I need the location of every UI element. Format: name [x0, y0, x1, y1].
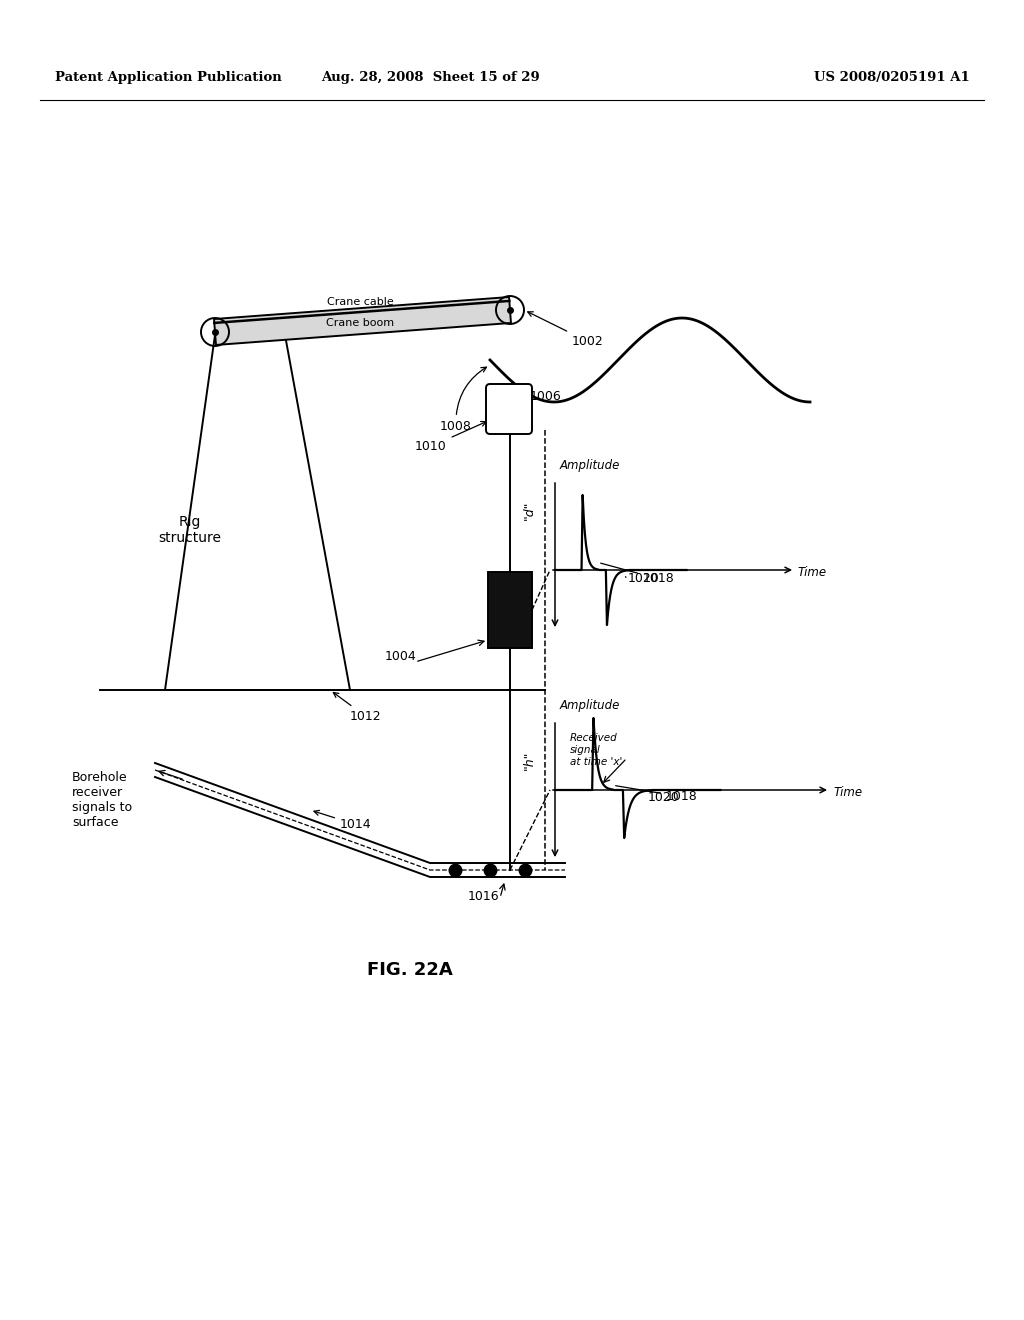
Text: Time: Time	[798, 565, 827, 578]
Text: Borehole
receiver
signals to
surface: Borehole receiver signals to surface	[72, 771, 132, 829]
Text: 1008: 1008	[440, 367, 486, 433]
Text: Amplitude: Amplitude	[560, 700, 621, 711]
Text: Amplitude: Amplitude	[560, 459, 621, 473]
Text: 1016: 1016	[468, 890, 500, 903]
Text: Crane boom: Crane boom	[326, 318, 394, 327]
Text: 1006: 1006	[530, 389, 562, 403]
Text: FIG. 22A: FIG. 22A	[368, 961, 453, 979]
Text: Crane cable: Crane cable	[327, 297, 393, 308]
Text: 1004: 1004	[385, 649, 417, 663]
Text: 1018: 1018	[601, 564, 675, 586]
Bar	[488, 572, 532, 648]
FancyBboxPatch shape	[486, 384, 532, 434]
Text: 1010: 1010	[415, 421, 486, 453]
Text: Time: Time	[833, 785, 862, 799]
Text: 1020: 1020	[628, 572, 659, 585]
Text: Aug. 28, 2008  Sheet 15 of 29: Aug. 28, 2008 Sheet 15 of 29	[321, 71, 540, 84]
Text: US 2008/0205191 A1: US 2008/0205191 A1	[814, 71, 970, 84]
Text: 1018: 1018	[615, 785, 697, 804]
Text: Rig
structure: Rig structure	[159, 515, 221, 545]
Text: 1020: 1020	[647, 791, 679, 804]
Text: 1012: 1012	[334, 693, 382, 723]
Text: "d": "d"	[523, 500, 536, 520]
Text: Received
signal
at time 'x': Received signal at time 'x'	[570, 734, 623, 767]
Polygon shape	[165, 335, 350, 690]
Text: 1014: 1014	[314, 810, 372, 832]
Text: Patent Application Publication: Patent Application Publication	[55, 71, 282, 84]
Text: 1002: 1002	[527, 312, 604, 348]
Text: "h": "h"	[523, 750, 536, 770]
Polygon shape	[214, 297, 511, 345]
